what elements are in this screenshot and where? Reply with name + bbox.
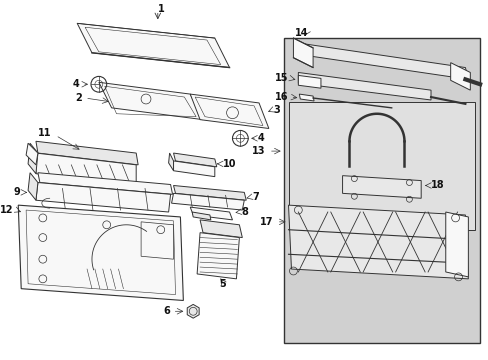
Polygon shape <box>190 207 232 220</box>
Text: 12: 12 <box>0 205 13 215</box>
Polygon shape <box>445 212 468 277</box>
Polygon shape <box>36 183 170 212</box>
Text: 14: 14 <box>294 28 307 38</box>
Polygon shape <box>298 72 430 100</box>
Polygon shape <box>77 23 229 68</box>
Text: 7: 7 <box>252 192 258 202</box>
Polygon shape <box>168 153 173 171</box>
Polygon shape <box>38 173 172 194</box>
Text: 9: 9 <box>14 187 20 197</box>
Polygon shape <box>171 193 244 210</box>
Text: 13: 13 <box>252 146 265 156</box>
Text: 2: 2 <box>75 93 82 103</box>
Polygon shape <box>450 63 469 90</box>
Text: 11: 11 <box>38 129 51 138</box>
Polygon shape <box>99 82 203 120</box>
Text: 16: 16 <box>274 92 288 102</box>
FancyBboxPatch shape <box>288 102 474 230</box>
FancyBboxPatch shape <box>283 38 479 343</box>
Polygon shape <box>299 94 313 101</box>
Text: 10: 10 <box>222 159 236 169</box>
Polygon shape <box>200 220 242 238</box>
Polygon shape <box>293 38 312 68</box>
Polygon shape <box>18 205 183 301</box>
Polygon shape <box>28 173 38 200</box>
Polygon shape <box>173 153 216 167</box>
Text: 6: 6 <box>163 306 170 316</box>
Text: 17: 17 <box>260 217 273 227</box>
Text: 15: 15 <box>274 73 288 84</box>
Text: 1: 1 <box>158 4 164 14</box>
Text: 3: 3 <box>273 105 280 115</box>
Polygon shape <box>36 141 138 165</box>
Polygon shape <box>298 75 320 88</box>
Polygon shape <box>36 153 136 185</box>
Polygon shape <box>342 176 420 198</box>
Polygon shape <box>197 233 239 279</box>
Polygon shape <box>173 185 246 200</box>
Polygon shape <box>26 143 38 165</box>
Text: 18: 18 <box>430 180 444 190</box>
Polygon shape <box>192 212 210 220</box>
Polygon shape <box>187 305 199 318</box>
Polygon shape <box>190 94 268 129</box>
Polygon shape <box>288 205 468 279</box>
Polygon shape <box>173 161 214 177</box>
Text: 5: 5 <box>219 279 225 289</box>
Polygon shape <box>298 43 468 79</box>
Text: 8: 8 <box>241 207 248 217</box>
Text: 4: 4 <box>258 133 264 143</box>
Polygon shape <box>28 143 38 174</box>
Text: 4: 4 <box>72 79 79 89</box>
